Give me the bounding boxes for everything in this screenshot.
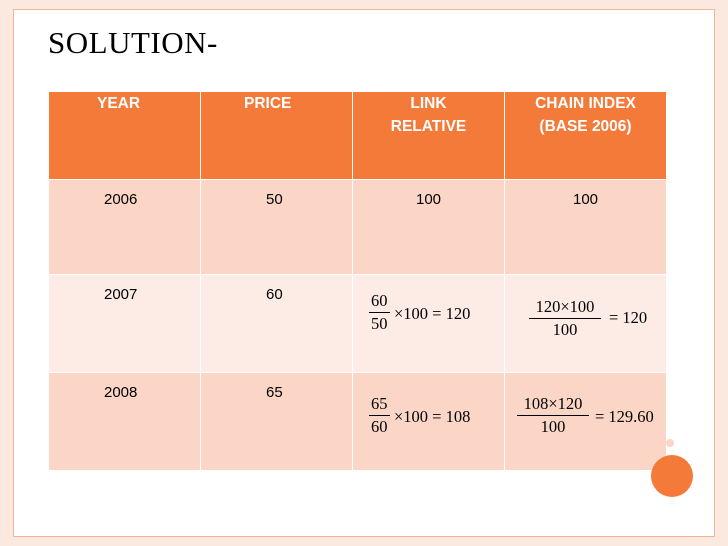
cell-year: 2006 bbox=[48, 179, 201, 275]
fraction-bar bbox=[517, 415, 589, 416]
chain-fraction: 120×100 100 bbox=[529, 297, 601, 340]
decorative-small-dot bbox=[666, 439, 674, 447]
fraction-numerator: 65 bbox=[371, 394, 388, 413]
slide-frame bbox=[13, 9, 715, 537]
fraction-denominator: 100 bbox=[552, 320, 578, 339]
chain-fraction: 108×120 100 bbox=[517, 394, 589, 437]
table-row: 2006 50 100 100 bbox=[48, 179, 667, 275]
header-link-relative: LINK RELATIVE bbox=[352, 91, 505, 180]
cell-chain-index: 108×120 100 = 129.60 bbox=[504, 372, 667, 471]
chain-result: = 129.60 bbox=[595, 407, 654, 426]
link-result: ×100 = 108 bbox=[394, 407, 471, 426]
fraction-bar bbox=[529, 318, 601, 319]
slide-title: SOLUTION- bbox=[48, 25, 218, 60]
table-row: 2007 60 60 50 ×100 = 120 120×100 bbox=[48, 274, 667, 373]
table-row: 2008 65 65 60 ×100 = 108 108×120 bbox=[48, 372, 667, 471]
fraction-denominator: 50 bbox=[371, 314, 388, 333]
header-chain-line2: (BASE 2006) bbox=[539, 118, 632, 135]
header-link-line2: RELATIVE bbox=[390, 118, 467, 135]
chain-result: = 120 bbox=[609, 308, 648, 327]
cell-price: 60 bbox=[200, 274, 353, 373]
header-chain-line1: CHAIN INDEX bbox=[535, 95, 636, 112]
cell-link-relative: 60 50 ×100 = 120 bbox=[352, 274, 505, 373]
fraction-denominator: 100 bbox=[540, 417, 566, 436]
cell-price: 65 bbox=[200, 372, 353, 471]
link-fraction: 65 60 bbox=[369, 394, 390, 437]
cell-chain-index: 120×100 100 = 120 bbox=[504, 274, 667, 373]
cell-price: 50 bbox=[200, 179, 353, 275]
cell-year: 2008 bbox=[48, 372, 201, 471]
table-header-row: YEAR PRICE LINK RELATIVE CHAIN INDEX (BA… bbox=[48, 91, 667, 180]
fraction-denominator: 60 bbox=[371, 417, 388, 436]
fraction-numerator: 108×120 bbox=[523, 394, 583, 413]
header-price: PRICE bbox=[200, 91, 353, 180]
fraction-bar bbox=[369, 415, 390, 416]
header-link-line1: LINK bbox=[410, 95, 447, 112]
fraction-bar bbox=[369, 312, 390, 313]
fraction-numerator: 120×100 bbox=[535, 297, 595, 316]
cell-year: 2007 bbox=[48, 274, 201, 373]
fraction-numerator: 60 bbox=[371, 291, 388, 310]
cell-link-relative: 65 60 ×100 = 108 bbox=[352, 372, 505, 471]
link-fraction: 60 50 bbox=[369, 291, 390, 334]
cell-link-relative: 100 bbox=[352, 179, 505, 275]
decorative-circle bbox=[651, 455, 693, 497]
header-chain-index: CHAIN INDEX (BASE 2006) bbox=[504, 91, 667, 180]
link-result: ×100 = 120 bbox=[394, 304, 471, 323]
solution-table: YEAR PRICE LINK RELATIVE CHAIN INDEX (BA… bbox=[48, 91, 667, 471]
cell-chain-index: 100 bbox=[504, 179, 667, 275]
header-year: YEAR bbox=[48, 91, 201, 180]
